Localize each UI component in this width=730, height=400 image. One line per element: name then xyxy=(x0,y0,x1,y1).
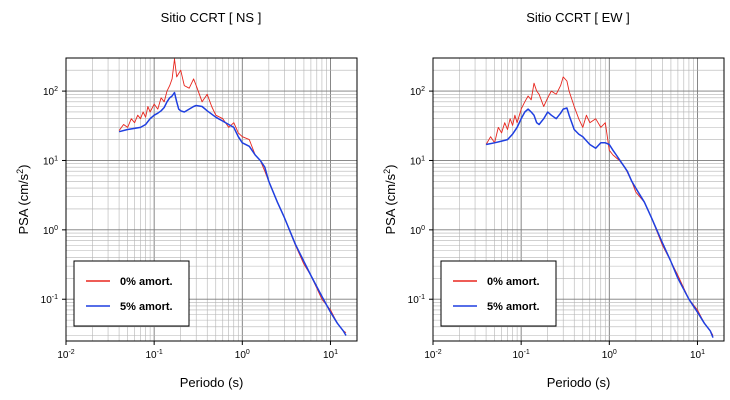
legend: 0% amort. 5% amort. xyxy=(73,260,190,327)
x-axis-label: Periodo (s) xyxy=(180,375,244,390)
y-tick-label: 102 xyxy=(43,86,58,98)
y-tick-label: 102 xyxy=(410,86,425,98)
axis-ticks: 10-2 10-1 100 101 10-1 100 101 102 xyxy=(41,86,338,361)
y-tick-label: 10-1 xyxy=(408,294,425,306)
y-tick-label: 100 xyxy=(410,225,425,237)
series-line-5pct xyxy=(118,91,347,336)
x-tick-label: 10-2 xyxy=(57,349,74,361)
x-tick-label: 10-1 xyxy=(512,349,529,361)
chart-panel-ns: Sitio CCRT [ NS ] 10-2 10-1 100 10110-11001… xyxy=(15,10,358,390)
chart-title: Sitio CCRT [ EW ] xyxy=(526,10,630,25)
legend-label-0pct: 0% amort. xyxy=(120,276,173,288)
axis-ticks: 10-2 10-1 100 101 10-1 100 101 102 xyxy=(408,86,705,361)
legend-box xyxy=(440,260,557,327)
y-axis-label-exponent: 2 xyxy=(15,169,25,174)
y-tick-label: 100 xyxy=(43,225,58,237)
plot-frame xyxy=(65,57,358,342)
plot-frame xyxy=(432,57,725,342)
x-tick-label: 101 xyxy=(690,349,705,361)
y-axis-label: PSA (cm/s2) xyxy=(15,164,31,234)
x-tick-label: 10-1 xyxy=(145,349,162,361)
y-axis-label-prefix: PSA (cm/s xyxy=(383,173,398,234)
chart-title: Sitio CCRT [ NS ] xyxy=(161,10,262,25)
y-tick-label: 10-1 xyxy=(41,294,58,306)
chart-panel-ew: Sitio CCRT [ EW ] 10-2 10-1 100 10110-11001… xyxy=(382,10,725,390)
y-axis-label-exponent: 2 xyxy=(382,169,392,174)
legend-label-0pct: 0% amort. xyxy=(487,276,540,288)
y-axis-label-suffix: ) xyxy=(16,164,31,168)
x-tick-label: 10-2 xyxy=(424,349,441,361)
legend: 0% amort. 5% amort. xyxy=(440,260,557,327)
legend-label-5pct: 5% amort. xyxy=(120,301,173,313)
legend-box xyxy=(73,260,190,327)
y-axis-label: PSA (cm/s2) xyxy=(382,164,398,234)
x-tick-label: 100 xyxy=(602,349,617,361)
x-axis-label: Periodo (s) xyxy=(547,375,611,390)
y-axis-label-suffix: ) xyxy=(383,164,398,168)
y-tick-label: 101 xyxy=(410,155,425,167)
series-line-5pct xyxy=(485,107,714,338)
legend-label-5pct: 5% amort. xyxy=(487,301,540,313)
y-axis-label-prefix: PSA (cm/s xyxy=(16,173,31,234)
series-layer xyxy=(485,76,714,338)
x-tick-label: 101 xyxy=(323,349,338,361)
y-tick-label: 101 xyxy=(43,155,58,167)
series-layer xyxy=(118,58,347,336)
x-tick-label: 100 xyxy=(235,349,250,361)
